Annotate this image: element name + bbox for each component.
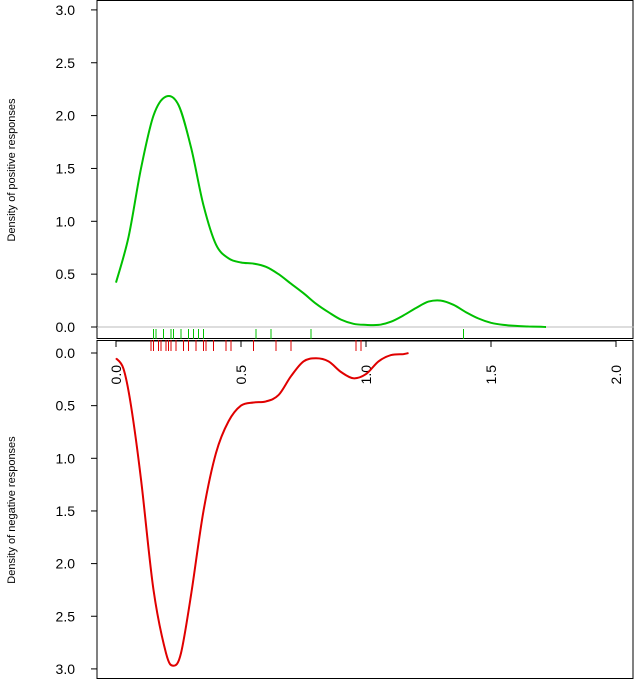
positive-density-line: [115, 94, 547, 328]
bottom-y-tick-label: 1.0: [56, 450, 76, 466]
bottom-panel-frame: [96, 340, 634, 679]
bottom-y-tick-label: 1.5: [56, 503, 76, 519]
bottom-y-tick-label: 2.0: [56, 556, 76, 572]
x-tick-label: 1.5: [483, 365, 499, 385]
top-y-axis-title: Density of positive responses: [6, 98, 18, 242]
top-y-tick-label: 2.5: [56, 55, 76, 71]
bottom-y-tick-label: 0.5: [56, 398, 76, 414]
top-y-tick-label: 3.0: [56, 2, 76, 18]
x-tick-label: 0.0: [108, 365, 124, 385]
bottom-y-tick-label: 3.0: [56, 661, 76, 677]
top-y-tick-label: 0.5: [56, 266, 76, 282]
bottom-y-tick-label: 2.5: [56, 608, 76, 624]
top-y-tick-label: 1.5: [56, 160, 76, 176]
x-tick-label: 2.0: [608, 365, 624, 385]
top-panel-frame: [96, 0, 634, 339]
bottom-y-tick-label: 0.0: [56, 345, 76, 361]
negative-density-line: [115, 352, 409, 667]
top-y-tick-label: 1.0: [56, 213, 76, 229]
top-y-tick-label: 0.0: [56, 319, 76, 335]
bottom-y-axis-title: Density of negative responses: [6, 436, 18, 584]
x-tick-label: 0.5: [233, 365, 249, 385]
top-y-tick-label: 2.0: [56, 108, 76, 124]
